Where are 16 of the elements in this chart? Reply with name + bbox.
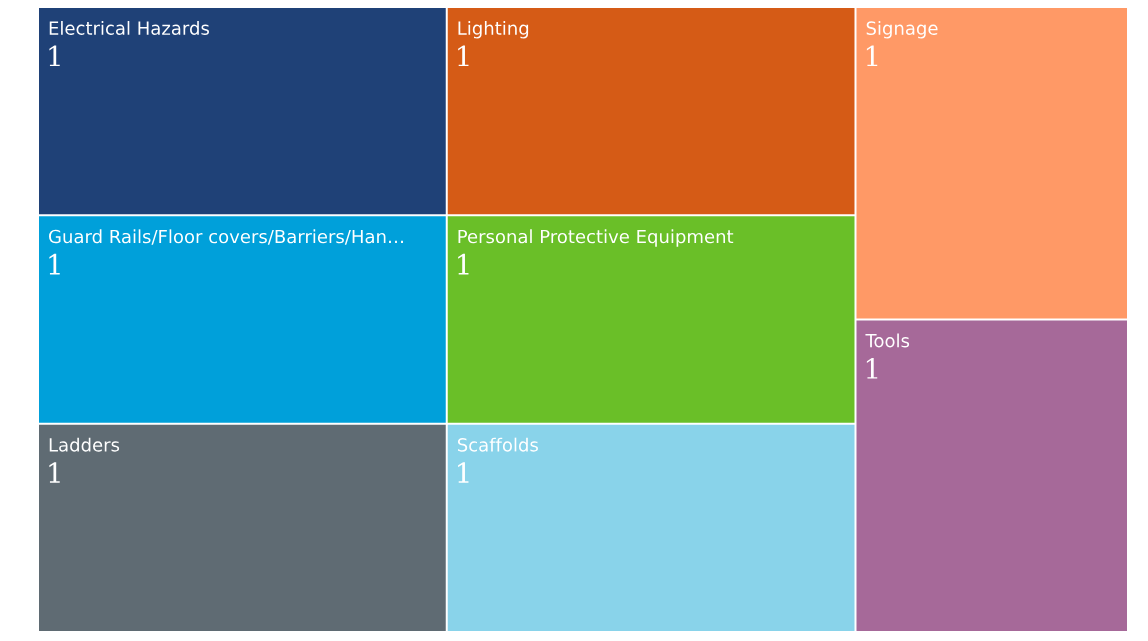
data-label: 1 [458, 45, 469, 67]
category-label: Ladders [49, 437, 120, 452]
category-label: Guard Rails/Floor covers/Barriers/Han… [49, 229, 403, 245]
category-label: Scaffolds [457, 437, 538, 452]
category-label: Tools [865, 333, 910, 348]
data-label: 1 [866, 45, 878, 67]
category-label: Electrical Hazards [49, 21, 209, 35]
category-label: Signage [866, 21, 938, 39]
data-label: 1 [458, 462, 469, 483]
data-label: 1 [49, 462, 60, 483]
data-label: 1 [458, 253, 469, 275]
data-label: 1 [866, 357, 878, 379]
data-label: 1 [49, 253, 60, 275]
data-label: 1 [49, 45, 60, 67]
category-label: Lighting [458, 21, 529, 39]
category-label: Personal Protective Equipment [458, 229, 734, 247]
